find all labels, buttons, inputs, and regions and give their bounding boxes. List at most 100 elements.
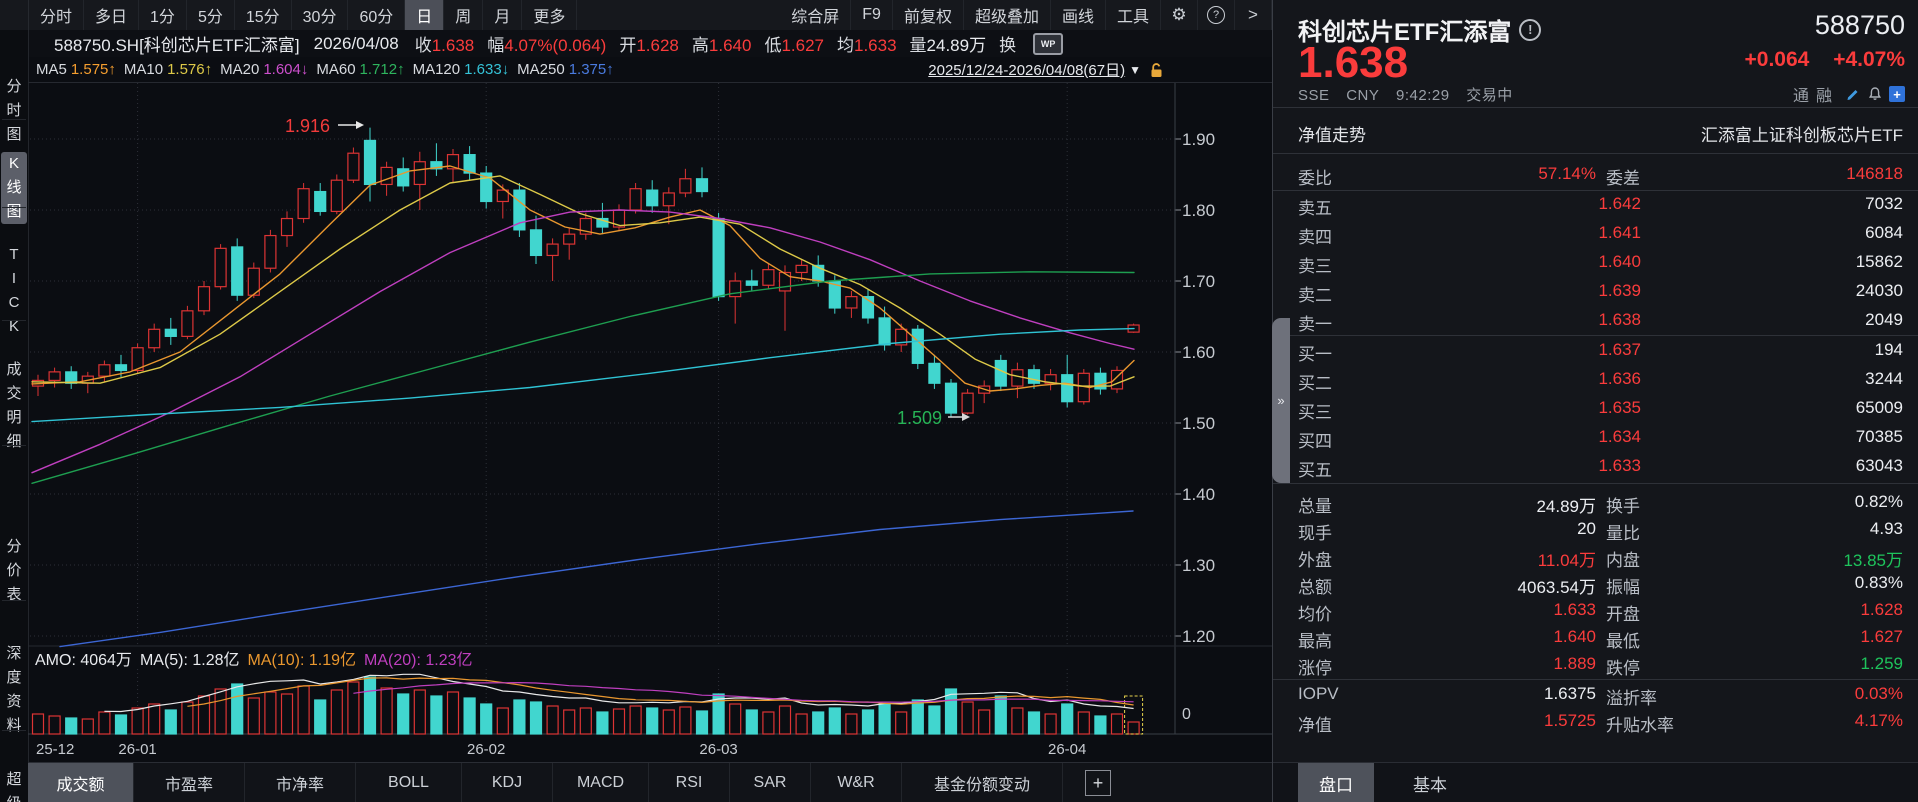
ma-value: 1.375↑ xyxy=(568,61,614,78)
toolbar-action-前复权[interactable]: 前复权 xyxy=(893,0,964,30)
candle-body xyxy=(646,189,659,207)
sidebar-item-分时图[interactable]: 分时图 xyxy=(0,75,28,147)
candle-body xyxy=(629,188,642,211)
toolbar-expand-icon[interactable]: > xyxy=(1235,0,1272,30)
toolbar-action-画线[interactable]: 画线 xyxy=(1051,0,1106,30)
volume-bar xyxy=(197,695,211,735)
price-axis-label: 1.80 xyxy=(1182,201,1215,220)
stat-value: 1.633 xyxy=(1553,600,1596,619)
indicator-tab-BOLL[interactable]: BOLL xyxy=(356,763,462,802)
volume-bar xyxy=(463,697,476,735)
volume-bar xyxy=(81,718,94,735)
nav-trend-link[interactable]: 净值走势 xyxy=(1298,126,1366,145)
stat-value: 20 xyxy=(1577,519,1596,538)
ladder-volume: 15862 xyxy=(1855,252,1903,271)
price-axis-label: 1.40 xyxy=(1182,485,1215,504)
stat-value: 1.259 xyxy=(1860,654,1903,673)
settings-gear-icon[interactable]: ⚙ xyxy=(1161,0,1198,30)
help-question-icon: ? xyxy=(1207,6,1225,24)
amo-ma-line xyxy=(187,677,1134,707)
period-tab-分时[interactable]: 分时 xyxy=(29,0,85,30)
ma-values-bar: MA5 1.575↑ MA10 1.576↑ MA20 1.604↓ MA60 1.712↑ M… xyxy=(28,57,1272,82)
info-circle-icon[interactable]: ! xyxy=(1519,18,1542,41)
price-axis-label: 1.70 xyxy=(1182,272,1215,291)
indicator-tab-市盈率[interactable]: 市盈率 xyxy=(134,763,245,802)
ladder-label: 卖四 xyxy=(1298,228,1332,247)
period-tab-周[interactable]: 周 xyxy=(444,0,484,30)
sidebar-item-char: 超 xyxy=(6,771,22,788)
amo-ma-line xyxy=(104,673,1134,713)
indicator-tab-市净率[interactable]: 市净率 xyxy=(245,763,356,802)
add-indicator-icon[interactable]: + xyxy=(1085,770,1111,796)
indicator-tab-SAR[interactable]: SAR xyxy=(730,763,811,802)
candle-body xyxy=(679,178,692,194)
ladder-volume: 65009 xyxy=(1855,398,1903,417)
sidebar-item-分价表[interactable]: 分价表 xyxy=(0,535,28,607)
change-pct: +4.07% xyxy=(1833,48,1905,71)
amo-legend: AMO: 4064万 MA(5): 1.28亿 MA(10): 1.19亿 MA… xyxy=(35,651,481,669)
indicator-tab-MACD[interactable]: MACD xyxy=(553,763,649,802)
ladder-price: 1.633 xyxy=(1598,456,1641,475)
panel-collapse-handle[interactable]: » xyxy=(1272,318,1290,483)
volume-bar xyxy=(529,701,543,735)
edit-pencil-icon[interactable] xyxy=(1845,86,1861,102)
help-icon[interactable]: ? xyxy=(1198,0,1235,30)
annotation-arrowhead xyxy=(356,121,364,129)
toolbar-action-超级叠加[interactable]: 超级叠加 xyxy=(964,0,1051,30)
stat-value: 0.83% xyxy=(1854,573,1903,592)
ma-line-ma20 xyxy=(31,209,1135,474)
panel-tab-盘口[interactable]: 盘口 xyxy=(1298,763,1374,802)
volume-bar xyxy=(729,703,742,735)
candle-body xyxy=(496,189,509,203)
date-range-label[interactable]: 2025/12/24-2026/04/08(67日) xyxy=(928,62,1126,79)
candle-body xyxy=(878,317,891,346)
sidebar-item-成交明细[interactable]: 成交明细 xyxy=(0,358,28,454)
quote-field-label: 开 xyxy=(619,36,637,55)
month-label: 26-03 xyxy=(699,741,737,758)
period-tab-30分[interactable]: 30分 xyxy=(292,0,349,30)
toolbar-action-综合屏[interactable]: 综合屏 xyxy=(780,0,852,30)
indicator-tab-基金份额变动[interactable]: 基金份额变动 xyxy=(902,763,1063,802)
quote-field-value: 1.638 xyxy=(431,36,475,55)
quote-field-label: 低 xyxy=(764,36,782,55)
toolbar-action-工具[interactable]: 工具 xyxy=(1106,0,1161,30)
candle-body xyxy=(397,168,410,187)
period-tab-月[interactable]: 月 xyxy=(483,0,523,30)
period-tab-15分[interactable]: 15分 xyxy=(235,0,292,30)
period-tab-5分[interactable]: 5分 xyxy=(187,0,235,30)
candle-body xyxy=(961,392,974,414)
panel-tab-基本[interactable]: 基本 xyxy=(1413,775,1447,795)
add-watchlist-icon[interactable]: + xyxy=(1889,86,1905,102)
indicator-tab-KDJ[interactable]: KDJ xyxy=(462,763,553,802)
unlock-icon[interactable] xyxy=(1149,62,1164,78)
indicator-tab-W&R[interactable]: W&R xyxy=(811,763,902,802)
sidebar-item-超级[interactable]: 超级 xyxy=(0,768,28,802)
volume-bar xyxy=(845,713,858,735)
kline-chart-area[interactable]: 1.90 1.80 1.70 1.60 1.50 1.40 1.30 1.20 1.916 1.5… xyxy=(28,82,1272,763)
period-tab-多日[interactable]: 多日 xyxy=(84,0,140,30)
sidebar-item-char: 表 xyxy=(6,586,22,603)
indicator-tab-RSI[interactable]: RSI xyxy=(649,763,730,802)
candle-body xyxy=(596,217,609,228)
indicator-tab-成交额[interactable]: 成交额 xyxy=(28,763,134,802)
ladder-volume: 6084 xyxy=(1865,223,1903,242)
volume-bar xyxy=(679,706,692,735)
price-axis-label: 1.30 xyxy=(1182,556,1215,575)
period-tab-1分[interactable]: 1分 xyxy=(139,0,187,30)
sidebar-item-char: 度 xyxy=(6,669,22,686)
sidebar-item-深度资料[interactable]: 深度资料 xyxy=(0,642,28,738)
period-tab-日[interactable]: 日 xyxy=(405,0,445,30)
quote-field-value: 24.89万 xyxy=(926,36,987,55)
volume-bar xyxy=(98,711,111,735)
period-tab-60分[interactable]: 60分 xyxy=(348,0,406,30)
chevron-down-icon[interactable]: ▼ xyxy=(1129,62,1141,77)
period-tab-更多[interactable]: 更多 xyxy=(522,0,578,30)
volume-bar xyxy=(247,697,260,735)
ma-value: 1.604↓ xyxy=(263,61,309,78)
alert-bell-icon[interactable] xyxy=(1867,86,1883,102)
toolbar-action-F9[interactable]: F9 xyxy=(851,0,893,30)
wp-widget-icon[interactable]: WP xyxy=(1033,32,1064,55)
quote-field-value: 1.640 xyxy=(708,36,752,55)
